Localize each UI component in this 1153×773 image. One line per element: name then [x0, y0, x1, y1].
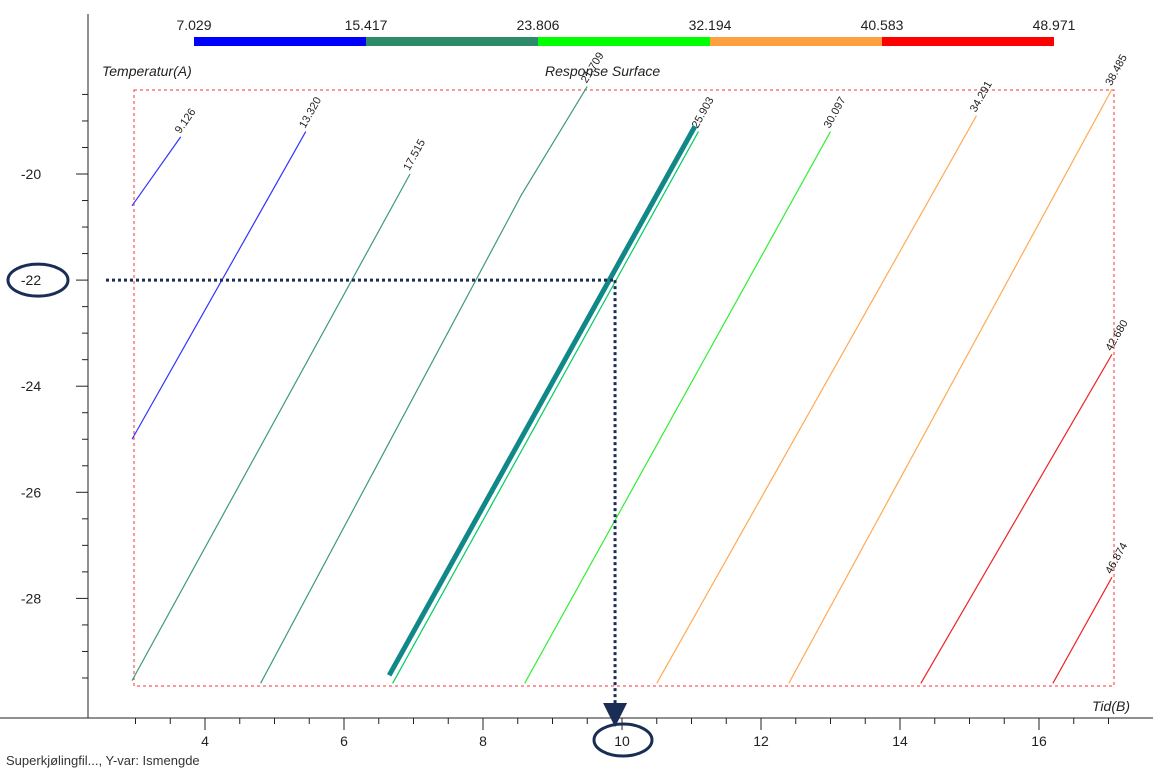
y-tick-label: -26	[21, 484, 41, 500]
chart-title: Response Surface	[545, 63, 660, 79]
footer-status-text: Superkjølingfil..., Y-var: Ismengde	[6, 753, 200, 768]
x-tick-label: 16	[1031, 733, 1047, 749]
x-axis-ticks: 4 6 8 10 12 14 16	[135, 718, 1109, 749]
crosshair-annotation	[6, 262, 654, 758]
x-tick-label: 8	[479, 733, 487, 749]
color-scale-segment	[882, 37, 1054, 46]
y-tick-label: -20	[21, 166, 41, 182]
y-tick-highlight-circle	[6, 262, 70, 298]
x-tick-label: 4	[201, 733, 209, 749]
color-scale-label: 40.583	[861, 17, 904, 33]
highlighted-contour-line	[386, 125, 698, 677]
x-tick-highlight-circle	[592, 722, 654, 758]
color-scale-segment	[710, 37, 882, 46]
contour-label: 17.515	[401, 137, 428, 172]
contour-line	[131, 173, 411, 681]
color-scale-segment	[194, 37, 366, 46]
color-scale-segment	[366, 37, 538, 46]
x-tick-label: 6	[340, 733, 348, 749]
x-tick-label: 10	[614, 733, 630, 749]
color-scale-label: 48.971	[1033, 17, 1076, 33]
y-axis-title: Temperatur(A)	[102, 63, 192, 79]
contour-label: 46.874	[1103, 541, 1130, 576]
contour-line	[920, 354, 1113, 684]
contour-line	[1052, 576, 1113, 684]
color-scale-segment	[538, 37, 710, 46]
plot-area-frame	[133, 89, 1115, 687]
color-scale-label: 15.417	[345, 17, 388, 33]
color-scale-label: 7.029	[176, 17, 211, 33]
color-scale-legend: 7.029 15.417 23.806 32.194 40.583 48.971	[176, 17, 1076, 46]
y-axis-ticks: -20 -22 -24 -26 -28	[21, 93, 88, 679]
y-tick-label: -24	[21, 378, 41, 394]
contour-label: 30.097	[822, 95, 849, 130]
contour-line	[524, 131, 832, 684]
contour-label: 42.680	[1103, 318, 1130, 353]
contour-line	[656, 115, 977, 684]
contour-line	[392, 131, 699, 684]
y-tick-label: -22	[21, 272, 41, 288]
contour-line	[260, 86, 588, 684]
contour-line	[131, 131, 307, 440]
x-tick-label: 12	[753, 733, 769, 749]
contour-line	[131, 136, 182, 207]
contour-label: 34.291	[968, 79, 995, 114]
y-tick-label: -28	[21, 590, 41, 606]
color-scale-label: 23.806	[517, 17, 560, 33]
contour-line	[788, 88, 1113, 684]
contour-label: 13.320	[297, 95, 324, 130]
axes	[0, 14, 1153, 719]
contour-label: 38.485	[1103, 53, 1130, 88]
contour-label: 9.126	[173, 106, 199, 135]
x-tick-label: 14	[892, 733, 908, 749]
contour-label: 25.903	[690, 95, 717, 130]
x-axis-title: Tid(B)	[1092, 698, 1130, 714]
color-scale-label: 32.194	[689, 17, 732, 33]
